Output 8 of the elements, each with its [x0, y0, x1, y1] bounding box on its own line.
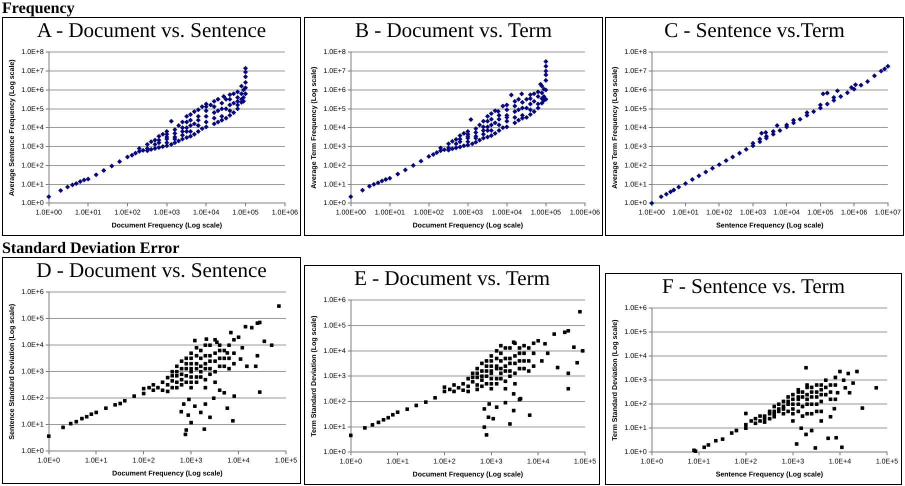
text: Standard Deviation Error — [2, 240, 180, 257]
chart-title: C - Sentence vs.Term — [664, 18, 845, 42]
chart-title: E - Document vs. Term — [354, 266, 550, 290]
chart-title: A - Document vs. Sentence — [36, 18, 266, 42]
chart-title: D - Document vs. Sentence — [36, 258, 267, 282]
chart-title: F - Sentence vs. Term — [662, 274, 846, 298]
text: Frequency — [2, 0, 75, 17]
chart-title: B - Document vs. Term — [354, 18, 552, 42]
